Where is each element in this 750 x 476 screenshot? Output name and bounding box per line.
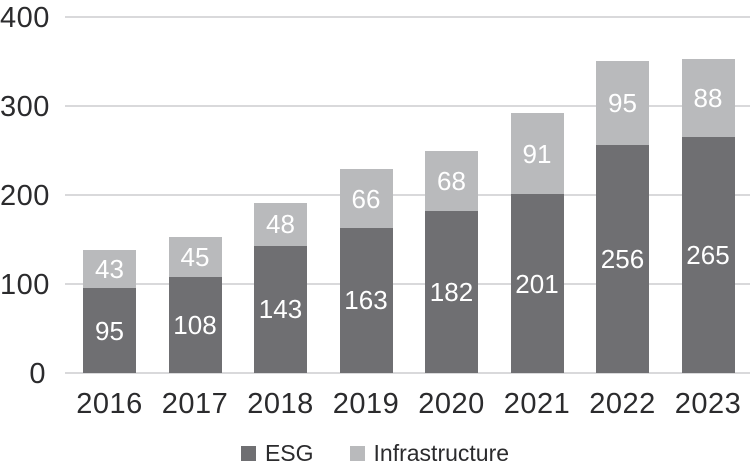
bar-segment-infrastructure: 66 (339, 169, 393, 228)
legend-item-esg: ESG (240, 440, 314, 467)
gridline (65, 194, 750, 196)
legend-swatch-esg (240, 446, 256, 461)
bar-value-label: 143 (258, 294, 303, 325)
x-tick-label: 2021 (503, 388, 571, 420)
bar-value-label: 265 (686, 240, 730, 271)
bar-segment-esg: 201 (510, 194, 564, 373)
x-tick-label: 2019 (332, 388, 400, 420)
bar-segment-infrastructure: 43 (83, 250, 136, 289)
bar-value-label: 182 (429, 277, 474, 307)
x-tick-label: 2017 (161, 388, 229, 420)
bar-segment-esg: 182 (425, 211, 478, 373)
gridline (65, 372, 750, 374)
y-tick-label: 0 (29, 358, 46, 390)
bar-segment-infrastructure: 68 (425, 150, 478, 212)
bar-value-label: 66 (351, 183, 381, 214)
chart-legend: ESG Infrastructure (0, 440, 750, 467)
bar-value-label: 43 (95, 254, 124, 285)
bar-segment-infrastructure: 95 (596, 60, 649, 146)
y-tick-label: 400 (0, 2, 50, 34)
gridline (65, 283, 750, 285)
bar-value-label: 256 (600, 244, 645, 275)
bar-value-label: 95 (95, 315, 124, 346)
y-tick-label: 300 (0, 91, 50, 123)
bar-segment-esg: 95 (83, 288, 136, 373)
bar-segment-infrastructure: 88 (681, 58, 735, 138)
x-tick-label: 2018 (247, 388, 314, 420)
bar-segment-esg: 108 (168, 276, 222, 373)
gridline (65, 105, 750, 107)
bar-segment-infrastructure: 45 (168, 236, 222, 277)
y-tick-label: 200 (0, 180, 50, 212)
bar-value-label: 201 (515, 268, 559, 299)
bar-value-label: 68 (437, 165, 466, 196)
bar-segment-infrastructure: 48 (254, 203, 307, 246)
legend-label-esg: ESG (264, 440, 314, 466)
x-tick-label: 2016 (76, 388, 143, 420)
bar-value-label: 95 (608, 87, 637, 118)
gridline (65, 16, 750, 18)
bar-segment-esg: 143 (254, 245, 307, 373)
bar-segment-esg: 163 (339, 227, 393, 373)
legend-item-infrastructure: Infrastructure (349, 440, 510, 467)
x-tick-label: 2022 (589, 388, 656, 420)
bar-value-label: 88 (693, 82, 723, 113)
bar-value-label: 163 (344, 285, 388, 316)
bar-value-label: 45 (180, 241, 210, 272)
bar-segment-esg: 265 (681, 137, 735, 373)
x-tick-label: 2023 (674, 388, 742, 420)
legend-swatch-infrastructure (349, 446, 365, 461)
bar-segment-esg: 256 (596, 145, 649, 373)
bar-value-label: 48 (266, 209, 295, 240)
x-tick-label: 2020 (418, 388, 485, 420)
bar-value-label: 108 (173, 309, 217, 340)
bar-segment-infrastructure: 91 (510, 113, 564, 195)
bar-value-label: 91 (522, 138, 552, 169)
legend-label-infrastructure: Infrastructure (373, 440, 510, 466)
y-tick-label: 100 (0, 269, 50, 301)
